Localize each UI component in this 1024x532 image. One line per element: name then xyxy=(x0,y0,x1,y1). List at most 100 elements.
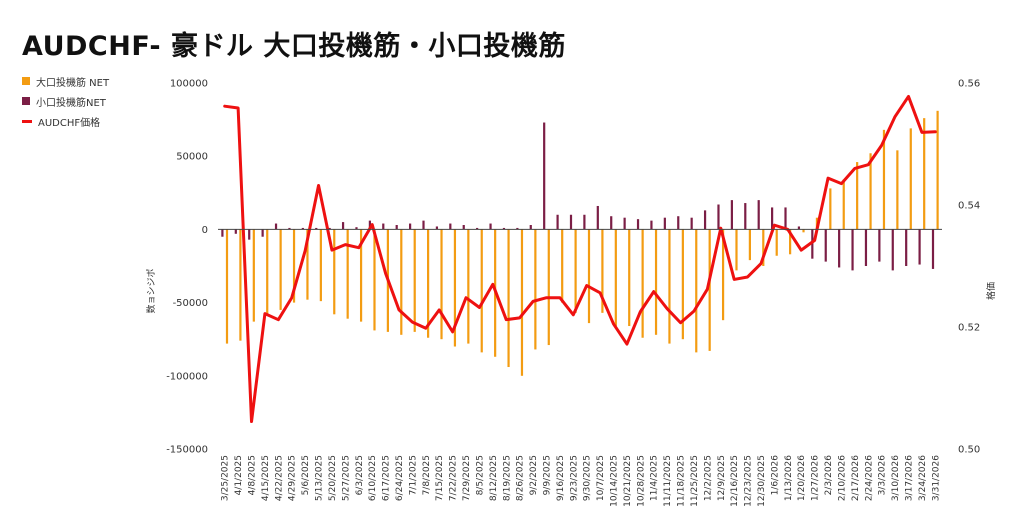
bar-small-speculators xyxy=(583,214,586,230)
x-axis-date-label: 9/23/2025 xyxy=(569,455,579,501)
bar-large-speculators xyxy=(547,229,550,346)
x-axis-date-label: 3/24/2026 xyxy=(918,455,928,501)
legend: 大口投機筋 NET 小口投機筋NET AUDCHF価格 xyxy=(22,76,109,136)
bar-small-speculators xyxy=(663,217,666,230)
bar-small-speculators xyxy=(382,223,385,230)
bar-large-speculators xyxy=(292,229,296,303)
legend-swatch-orange xyxy=(22,77,30,85)
x-axis-date-label: 5/20/2025 xyxy=(328,455,338,501)
bar-small-speculators xyxy=(368,220,371,230)
bar-large-speculators xyxy=(856,162,859,230)
x-axis-date-label: 4/29/2025 xyxy=(288,455,298,501)
x-axis-date-label: 9/2/2025 xyxy=(529,455,539,495)
bar-small-speculators xyxy=(315,227,318,230)
bar-small-speculators xyxy=(221,229,224,237)
x-axis-date-label: 11/18/2025 xyxy=(677,455,687,507)
bar-small-speculators xyxy=(462,225,465,230)
legend-swatch-purple xyxy=(22,97,30,105)
bar-large-speculators xyxy=(266,229,269,315)
x-axis-date-label: 8/5/2025 xyxy=(475,455,485,495)
x-axis-date-label: 7/1/2025 xyxy=(408,455,418,495)
x-axis-date-label: 8/19/2025 xyxy=(502,455,512,501)
bar-small-speculators xyxy=(636,219,640,230)
bar-large-speculators xyxy=(869,153,872,230)
legend-label: 小口投機筋NET xyxy=(36,97,106,109)
y-axis-tick-label: -100000 xyxy=(166,371,208,382)
x-axis-date-label: 12/23/2025 xyxy=(744,455,754,507)
bar-large-speculators xyxy=(239,229,242,341)
axes-layer: 100000 50000 0 -50000 -100000 -150000 0.56 0.54… xyxy=(145,79,997,507)
x-axis-date-label: 3/25/2025 xyxy=(221,455,231,501)
bar-large-speculators xyxy=(748,229,751,261)
bar-small-speculators xyxy=(878,229,881,262)
y2-axis-tick-label: 0.52 xyxy=(958,323,980,334)
x-axis-date-label: 7/15/2025 xyxy=(435,455,445,501)
x-axis-date-label: 7/29/2025 xyxy=(462,455,472,501)
bar-small-speculators xyxy=(623,217,626,230)
x-axis-date-label: 5/6/2025 xyxy=(301,455,311,495)
bar-small-speculators xyxy=(328,227,331,230)
x-axis-date-label: 11/25/2025 xyxy=(690,455,700,507)
bar-large-speculators xyxy=(427,229,430,338)
x-axis-date-label: 9/9/2025 xyxy=(542,455,552,495)
legend-item-price-line: AUDCHF価格 xyxy=(22,116,109,129)
bar-small-speculators xyxy=(931,229,935,269)
bar-small-speculators xyxy=(449,223,452,230)
y-axis-tick-label: -150000 xyxy=(166,445,208,456)
bar-small-speculators xyxy=(556,214,559,230)
bar-small-speculators xyxy=(744,203,747,230)
bar-small-speculators xyxy=(489,223,492,230)
bar-small-speculators xyxy=(569,214,573,230)
x-axis-date-label: 6/17/2025 xyxy=(382,455,392,501)
y-axis-tick-label: 100000 xyxy=(170,79,208,90)
bar-large-speculators xyxy=(413,229,416,332)
bar-large-speculators xyxy=(587,229,591,324)
x-axis-date-label: 6/10/2025 xyxy=(368,455,378,501)
bar-small-speculators xyxy=(596,205,599,230)
bar-small-speculators xyxy=(677,216,680,230)
bar-large-speculators xyxy=(346,229,349,319)
bar-small-speculators xyxy=(234,229,237,234)
bars-layer xyxy=(221,110,939,376)
legend-item-large-speculators: 大口投機筋 NET xyxy=(22,76,110,89)
bar-large-speculators xyxy=(923,118,926,230)
bar-small-speculators xyxy=(288,227,291,230)
bar-small-speculators xyxy=(516,227,519,230)
y2-axis-tick-label: 0.56 xyxy=(958,79,980,90)
bar-large-speculators xyxy=(400,229,403,335)
x-axis-date-label: 6/24/2025 xyxy=(395,455,405,501)
x-axis-date-label: 3/10/2026 xyxy=(891,455,901,501)
bar-small-speculators xyxy=(261,229,264,237)
x-axis-date-label: 10/28/2025 xyxy=(636,455,646,507)
x-axis-date-label: 8/26/2025 xyxy=(516,455,526,501)
bar-small-speculators xyxy=(797,226,801,230)
bar-large-speculators xyxy=(373,229,376,331)
bar-small-speculators xyxy=(771,207,774,230)
y2-axis-tick-label: 0.54 xyxy=(958,201,980,212)
bar-small-speculators xyxy=(864,229,868,266)
bar-large-speculators xyxy=(359,229,363,322)
x-axis-date-label: 4/8/2025 xyxy=(248,455,258,495)
bar-large-speculators xyxy=(614,229,617,327)
bar-large-speculators xyxy=(333,229,336,315)
bar-large-speculators xyxy=(668,229,671,344)
bar-small-speculators xyxy=(341,222,345,230)
bar-large-speculators xyxy=(319,229,322,302)
bar-small-speculators xyxy=(824,229,827,262)
bar-large-speculators xyxy=(467,229,470,344)
bar-small-speculators xyxy=(543,122,546,230)
legend-label: AUDCHF価格 xyxy=(38,117,101,129)
legend-label: 大口投機筋 NET xyxy=(36,77,110,89)
y-axis-tick-label: -50000 xyxy=(173,298,208,309)
y2-axis-title: 格価 xyxy=(985,282,997,300)
bar-large-speculators xyxy=(789,229,792,255)
bar-large-speculators xyxy=(829,188,832,230)
x-axis-date-label: 12/16/2025 xyxy=(730,455,740,507)
bar-small-speculators xyxy=(838,229,841,268)
bar-large-speculators xyxy=(936,110,939,230)
bar-large-speculators xyxy=(534,229,537,350)
x-axis-date-label: 4/1/2025 xyxy=(234,455,244,495)
x-axis-date-label: 2/17/2026 xyxy=(851,455,861,501)
bar-large-speculators xyxy=(896,150,899,230)
